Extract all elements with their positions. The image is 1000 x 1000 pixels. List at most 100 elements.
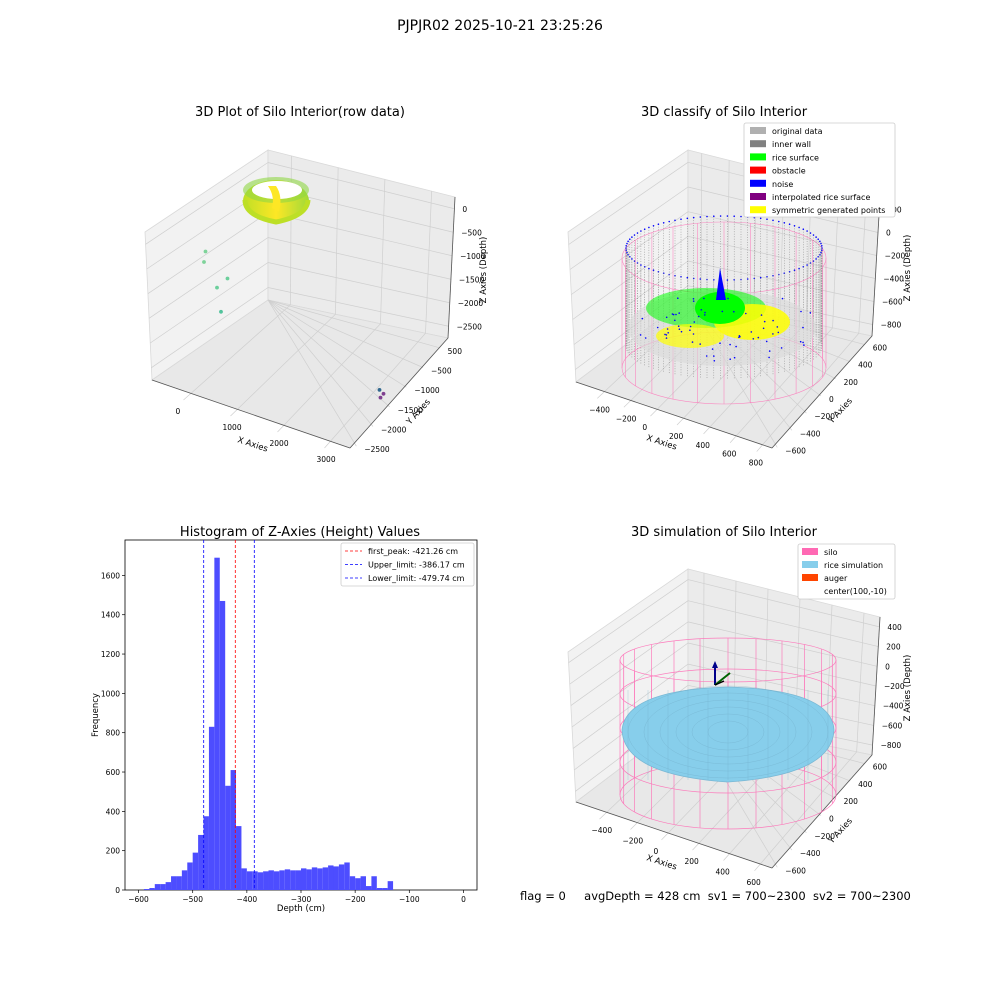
noise-point <box>686 217 689 220</box>
noise-point <box>693 321 696 323</box>
noise-point <box>806 230 808 232</box>
panel-classify-title: 3D classify of Silo Interior <box>641 105 808 120</box>
z-tick-label: −200 <box>884 682 905 691</box>
noise-point <box>780 347 783 349</box>
noise-point <box>802 228 805 230</box>
x-tick-label: 200 <box>685 857 700 866</box>
noise-point <box>671 313 674 315</box>
histogram-title: Histogram of Z-Axies (Height) Values <box>180 525 420 540</box>
sv2-value: sv2 = 700~2300 <box>812 889 911 903</box>
legend: original data inner wall rice surface obsta… <box>743 122 896 218</box>
y-tick-label: 1600 <box>101 571 120 580</box>
noise-point <box>750 331 753 333</box>
x-tick-label: −400 <box>589 405 610 414</box>
y-tick-label: −500 <box>431 367 452 376</box>
histogram-bar <box>387 881 394 890</box>
legend-swatch <box>802 574 818 581</box>
z-tick-label: 0 <box>885 662 890 671</box>
histogram-bar <box>181 870 188 890</box>
noise-point <box>704 314 706 316</box>
x-tick-label: −300 <box>291 895 312 904</box>
histogram-bar <box>257 872 264 890</box>
noise-point <box>629 238 631 240</box>
legend-label: obstacle <box>772 167 806 176</box>
histogram-bar <box>252 871 258 890</box>
panel-raw-title: 3D Plot of Silo Interior(row data) <box>195 105 405 120</box>
legend-label: center(100,-10) <box>824 587 887 596</box>
z-tick-label: −800 <box>881 321 902 330</box>
noise-point <box>740 215 742 218</box>
flag-value: flag = 0 <box>520 889 566 903</box>
noise-point <box>705 355 708 357</box>
noise-point <box>652 269 655 272</box>
noise-point <box>713 355 715 357</box>
x-tick-label: 0 <box>654 847 659 856</box>
legend-label: auger <box>824 574 848 583</box>
raw-point <box>215 285 219 290</box>
y-tick-label: −400 <box>800 849 821 858</box>
histogram-bar <box>273 871 280 890</box>
legend: silo rice simulation auger center(100,-10) <box>797 543 896 600</box>
legend-label: interpolated rice surface <box>772 193 870 202</box>
noise-point <box>729 343 731 346</box>
raw-point <box>203 249 208 254</box>
z-tick-label: −800 <box>881 741 902 750</box>
y-tick-label: −600 <box>785 446 806 455</box>
noise-point <box>689 329 691 332</box>
x-axis-label: X Axies <box>236 435 269 454</box>
noise-point <box>802 326 804 329</box>
raw-point <box>377 388 382 392</box>
legend-swatch <box>802 548 818 555</box>
noise-point <box>757 336 760 339</box>
noise-point <box>799 340 802 343</box>
z-tick-label: −400 <box>883 275 904 284</box>
y-tick-label: −200 <box>814 832 835 841</box>
noise-point <box>783 222 786 224</box>
noise-point <box>625 245 627 247</box>
z-tick-label: 0 <box>462 205 467 214</box>
noise-point <box>692 333 695 335</box>
z-tick-label: −1500 <box>459 275 485 284</box>
noise-point <box>680 330 683 333</box>
status-line: flag = 0 avgDepth = 428 cm sv1 = 700~230… <box>520 889 911 903</box>
histogram-bar <box>349 876 356 890</box>
histogram-bar <box>376 888 383 890</box>
legend-label: silo <box>824 548 838 557</box>
histogram-bar <box>230 770 237 890</box>
y-tick-label: −1500 <box>398 406 424 415</box>
noise-point <box>640 264 642 266</box>
noise-point <box>759 217 762 220</box>
legend-swatch <box>802 561 818 568</box>
x-tick-label: −200 <box>623 837 644 846</box>
noise-point <box>689 325 692 328</box>
raw-point <box>378 395 383 400</box>
legend: first_peak: -421.26 cm Upper_limit: -386.… <box>340 542 475 587</box>
z-tick-label: −600 <box>882 721 903 730</box>
histogram-bar <box>198 834 204 890</box>
noise-point <box>733 310 735 313</box>
histogram-bar <box>301 868 307 890</box>
noise-point <box>768 356 770 359</box>
legend-label: inner wall <box>772 140 811 149</box>
noise-point <box>777 331 780 334</box>
noise-point <box>677 297 679 300</box>
panel-histogram: Histogram of Z-Axies (Height) Values −60… <box>91 525 478 914</box>
legend-swatch <box>750 127 766 134</box>
noise-point <box>644 337 647 339</box>
x-tick-label: 800 <box>749 459 764 468</box>
noise-point <box>699 278 702 280</box>
rice-simulation-surface <box>621 685 835 783</box>
y-tick-label: 400 <box>858 780 873 789</box>
noise-point <box>766 218 768 220</box>
histogram-bar <box>306 869 312 890</box>
noise-point <box>677 325 680 328</box>
noise-point <box>706 215 708 218</box>
histogram-bar <box>208 726 215 890</box>
legend-label: original data <box>772 127 823 136</box>
legend-label: Upper_limit: -386.17 cm <box>368 561 465 570</box>
noise-point <box>700 309 703 311</box>
x-tick-label: 0 <box>176 407 181 416</box>
histogram-bar <box>149 888 155 890</box>
legend-swatch <box>750 206 766 214</box>
histogram-bar <box>311 867 318 890</box>
